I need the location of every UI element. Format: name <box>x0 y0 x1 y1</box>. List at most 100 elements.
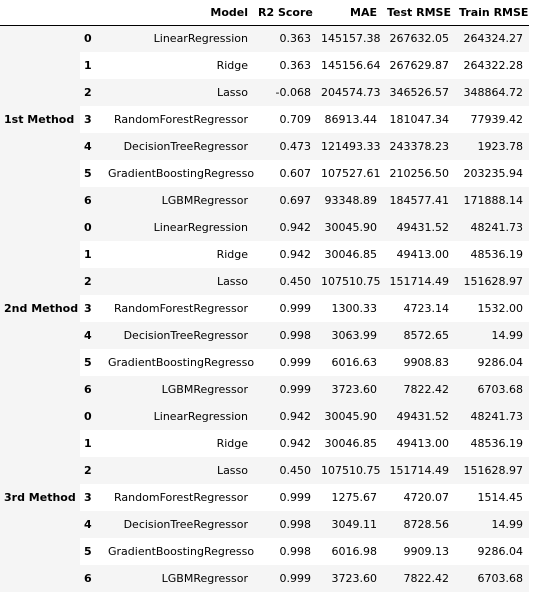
test-rmse-cell: 9909.13 <box>403 545 450 558</box>
train-rmse-cell: 151628.97 <box>463 275 524 288</box>
mae-cell: 3723.60 <box>331 383 378 396</box>
row-index: 6 <box>84 194 92 207</box>
model-cell: LinearRegression <box>153 32 248 46</box>
test-rmse-cell: 4723.14 <box>403 302 450 315</box>
row-index: 6 <box>84 572 92 585</box>
mae-cell: 30045.90 <box>324 410 378 423</box>
mae-cell: 1275.67 <box>331 491 378 504</box>
mae-cell: 1300.33 <box>331 302 378 315</box>
r2-score-cell: 0.999 <box>279 302 312 315</box>
mae-cell: 30045.90 <box>324 221 378 234</box>
row-index: 4 <box>84 329 92 342</box>
test-rmse-cell: 267629.87 <box>389 59 450 72</box>
mae-cell: 121493.33 <box>321 140 381 153</box>
model-cell: LGBMRegressor <box>161 194 248 207</box>
r2-score-cell: 0.709 <box>279 113 312 126</box>
table-row: 6 LGBMRegressor 0.999 3723.60 7822.42 6703.68 <box>0 376 529 403</box>
train-rmse-cell: 1923.78 <box>477 140 524 153</box>
train-rmse-cell: 14.99 <box>491 518 524 531</box>
train-rmse-cell: 48536.19 <box>470 437 524 450</box>
r2-score-cell: 0.999 <box>279 356 312 369</box>
train-rmse-cell: 9286.04 <box>477 356 524 369</box>
table-body: 1st Method 0 LinearRegression 0.363 145157.3… <box>0 25 529 592</box>
train-rmse-cell: 6703.68 <box>477 572 524 585</box>
mae-cell: 107510.75 <box>321 464 381 477</box>
mae-cell: 3049.11 <box>331 518 378 531</box>
train-rmse-cell: 48241.73 <box>470 410 524 423</box>
r2-score-cell: 0.363 <box>279 59 312 72</box>
table-row: 5 GradientBoostingRegressor 0.998 6016.98 99… <box>0 538 529 565</box>
mae-cell: 3063.99 <box>331 329 378 342</box>
test-rmse-cell: 4720.07 <box>403 491 450 504</box>
row-index: 4 <box>84 140 92 153</box>
mae-cell: 145157.38 <box>321 32 381 46</box>
table-row: 6 LGBMRegressor 0.999 3723.60 7822.42 6703.68 <box>0 565 529 592</box>
model-cell: LGBMRegressor <box>161 383 248 396</box>
table-row: 2nd Method 0 LinearRegression 0.942 30045.90… <box>0 214 529 403</box>
mae-cell: 86913.44 <box>324 113 378 126</box>
r2-score-cell: 0.999 <box>279 491 312 504</box>
r2-score-cell: 0.998 <box>279 329 312 342</box>
table-row: 1 Ridge 0.942 30046.85 49413.00 48536.19 <box>0 241 529 268</box>
test-rmse-cell: 8572.65 <box>403 329 450 342</box>
r2-score-cell: 0.998 <box>279 545 312 558</box>
row-index: 5 <box>84 167 92 180</box>
test-rmse-cell: 49431.52 <box>396 410 450 423</box>
test-rmse-cell: 151714.49 <box>389 275 450 288</box>
test-rmse-cell: 8728.56 <box>403 518 450 531</box>
table-row: 4 DecisionTreeRegressor 0.473 121493.33 2433… <box>0 133 529 160</box>
model-cell: LGBMRegressor <box>161 572 248 585</box>
table-row: 1st Method 0 LinearRegression 0.363 145157.3… <box>0 25 529 214</box>
table-row: 6 LGBMRegressor 0.697 93348.89 184577.41 1718… <box>0 187 529 214</box>
test-rmse-cell: 243378.23 <box>389 140 450 153</box>
train-rmse-cell: 48241.73 <box>470 221 524 234</box>
r2-score-cell: 0.942 <box>279 221 312 234</box>
row-index: 1 <box>84 248 92 261</box>
table-row: 1 Ridge 0.363 145156.64 267629.87 264322.28 <box>0 52 529 79</box>
model-cell: GradientBoostingRegressor <box>108 545 254 558</box>
r2-score-cell: 0.473 <box>279 140 312 153</box>
train-rmse-cell: 348864.72 <box>463 86 524 99</box>
row-index: 4 <box>84 518 92 531</box>
table-row: 4 DecisionTreeRegressor 0.998 3049.11 8728.5… <box>0 511 529 538</box>
header-test-rmse: Test RMSE <box>383 0 455 26</box>
model-cell: RandomForestRegressor <box>114 113 248 126</box>
mae-cell: 107527.61 <box>321 167 381 180</box>
table-row: 2 Lasso 0.450 107510.75 151714.49 151628.97 <box>0 268 529 295</box>
table-row: 3 RandomForestRegressor 0.999 1300.33 4723.1… <box>0 295 529 322</box>
table-row: 1 Ridge 0.942 30046.85 49413.00 48536.19 <box>0 430 529 457</box>
test-rmse-cell: 9908.83 <box>403 356 450 369</box>
test-rmse-cell: 151714.49 <box>389 464 450 477</box>
row-index: 1 <box>84 59 92 72</box>
mae-cell: 6016.63 <box>331 356 378 369</box>
header-blank-index <box>80 0 104 26</box>
row-index: 0 <box>84 410 92 423</box>
mae-cell: 93348.89 <box>324 194 378 207</box>
train-rmse-cell: 1532.00 <box>477 302 524 315</box>
row-index: 5 <box>84 356 92 369</box>
r2-score-cell: 0.607 <box>279 167 312 180</box>
train-rmse-cell: 14.99 <box>491 329 524 342</box>
model-cell: Lasso <box>216 86 248 99</box>
header-model: Model <box>104 0 254 26</box>
test-rmse-cell: 267632.05 <box>389 32 450 46</box>
mae-cell: 3723.60 <box>331 572 378 585</box>
train-rmse-cell: 151628.97 <box>463 464 524 477</box>
r2-score-cell: 0.450 <box>279 275 312 288</box>
header-r2-score: R2 Score <box>254 0 317 26</box>
table-row: 5 GradientBoostingRegressor 0.607 107527.61… <box>0 160 529 187</box>
table-row: 3rd Method 0 LinearRegression 0.942 30045.90… <box>0 403 529 592</box>
group-label: 2nd Method <box>0 214 80 403</box>
header-row: Model R2 Score MAE Test RMSE Train RMSE <box>0 0 529 26</box>
header-blank-group <box>0 0 80 26</box>
r2-score-cell: 0.998 <box>279 518 312 531</box>
mae-cell: 107510.75 <box>321 275 381 288</box>
row-index: 2 <box>84 275 92 288</box>
table-row: 3 RandomForestRegressor 0.709 86913.44 18104… <box>0 106 529 133</box>
test-rmse-cell: 49413.00 <box>396 248 450 261</box>
header-train-rmse: Train RMSE <box>455 0 529 26</box>
train-rmse-cell: 264322.28 <box>463 59 524 72</box>
model-cell: RandomForestRegressor <box>114 302 248 315</box>
r2-score-cell: 0.942 <box>279 410 312 423</box>
